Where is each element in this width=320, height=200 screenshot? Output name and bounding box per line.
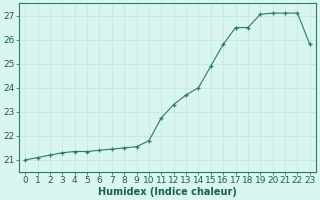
X-axis label: Humidex (Indice chaleur): Humidex (Indice chaleur) [98,187,237,197]
